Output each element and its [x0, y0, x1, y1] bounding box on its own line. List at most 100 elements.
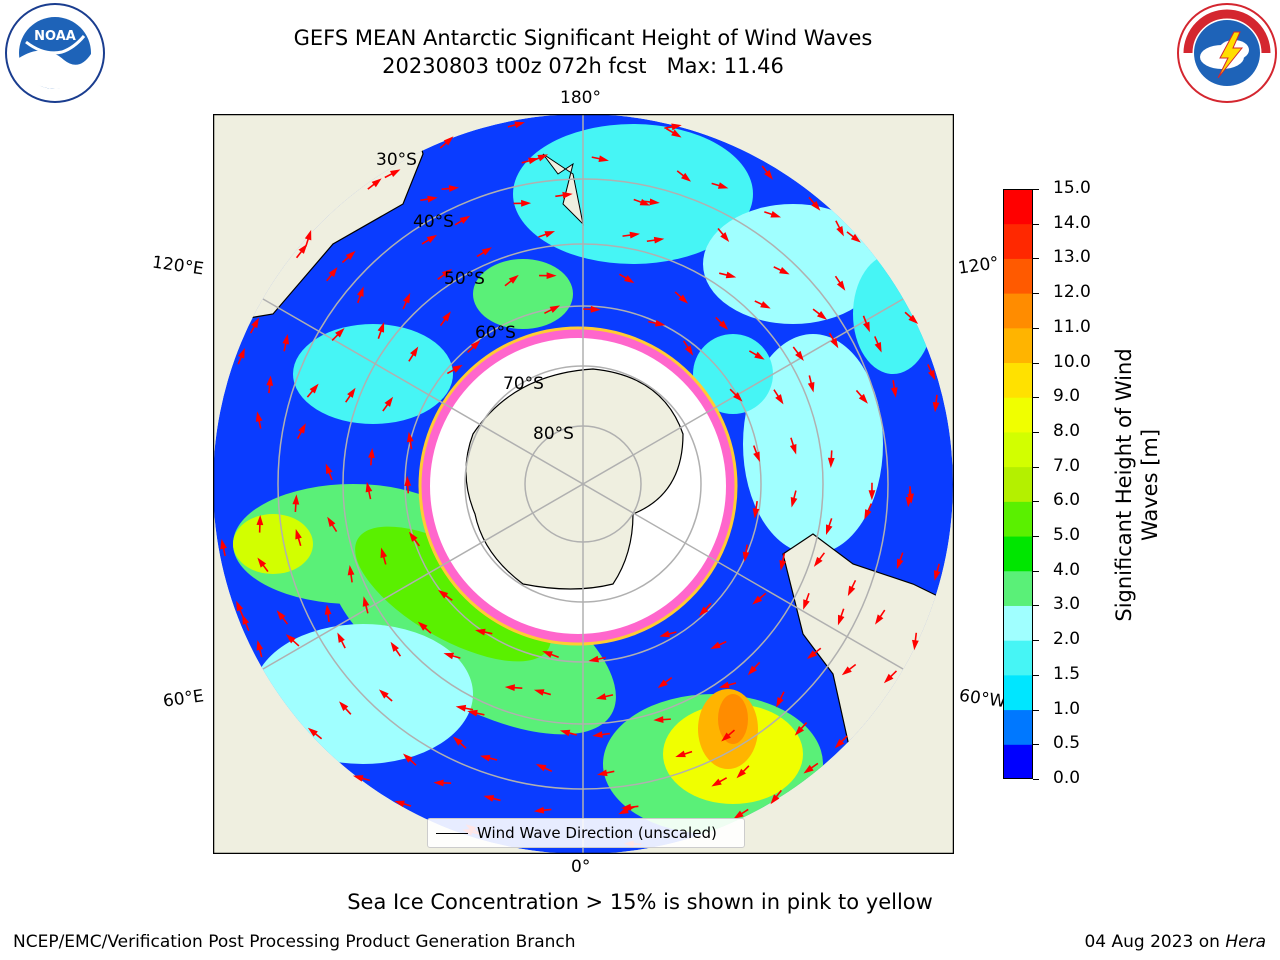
footer-date: 04 Aug 2023 on Hera — [1084, 932, 1266, 952]
colorbar-tick-mark — [1033, 466, 1039, 468]
wind-wave-arrowhead — [433, 779, 444, 787]
wind-wave-arrowhead — [720, 232, 730, 242]
lon-label-lower-left: 60°E — [161, 686, 206, 712]
colorbar-segment — [1003, 258, 1033, 294]
wind-wave-arrowhead — [825, 524, 833, 535]
map-border — [212, 113, 955, 855]
wind-wave-arrowhead — [653, 236, 665, 244]
colorbar-tick-mark — [1033, 570, 1039, 572]
wind-wave-arrowhead — [883, 673, 894, 684]
wind-wave-arrowhead — [365, 481, 373, 493]
wind-wave-arrowhead — [678, 294, 689, 304]
wind-wave-arrowhead — [559, 729, 571, 737]
noaa-logo-text: NOAA — [34, 29, 76, 44]
wind-wave-arrowhead — [335, 328, 345, 338]
colorbar-tick-label: 0.5 — [1053, 733, 1081, 754]
wind-wave-arrowhead — [790, 497, 798, 508]
wind-wave-arrowhead — [770, 210, 782, 218]
colorbar-tick-mark — [1033, 674, 1039, 676]
chart-title: GEFS MEAN Antarctic Significant Height o… — [293, 26, 873, 50]
wind-wave-arrowhead — [347, 565, 355, 576]
wind-wave-arrowhead — [684, 345, 694, 356]
lat-label-80: 80°S — [533, 424, 574, 444]
wind-wave-arrowhead — [710, 641, 721, 649]
wind-wave-arrowhead — [256, 515, 264, 526]
wind-wave-arrowhead — [927, 369, 936, 381]
wind-wave-arrowhead — [325, 463, 333, 475]
wind-wave-arrowhead — [841, 666, 852, 676]
wind-wave-arrowhead — [629, 231, 640, 239]
wind-wave-arrowhead — [764, 169, 773, 180]
wind-wave-arrowhead — [426, 234, 438, 243]
wind-wave-arrowhead — [806, 650, 817, 660]
colorbar-segment — [1003, 223, 1033, 259]
wind-wave-arrowhead — [298, 423, 306, 434]
wind-wave-arrowhead — [775, 394, 784, 405]
wind-wave-arrowhead — [521, 199, 532, 207]
wind-wave-arrowhead — [789, 443, 797, 455]
colorbar-tick-label: 13.0 — [1053, 247, 1091, 268]
colorbar-title: Significant Height of Wind Waves [m] — [1105, 300, 1165, 670]
wind-wave-arrowhead — [533, 806, 545, 814]
wind-wave-arrowhead — [754, 351, 765, 360]
wind-wave-arrowhead — [875, 614, 884, 625]
colorbar-segment — [1003, 431, 1033, 468]
lon-label-top: 180° — [560, 88, 601, 108]
colorbar-tick-mark — [1033, 223, 1039, 225]
wind-wave-arrowhead — [836, 225, 844, 237]
wind-wave-arrowhead — [237, 348, 245, 359]
colorbar-segment — [1003, 709, 1033, 745]
colorbar-tick-label: 4.0 — [1053, 559, 1081, 580]
colorbar-tick-label: 11.0 — [1053, 316, 1091, 337]
wind-wave-arrowhead — [309, 383, 319, 394]
wind-wave-arrowhead — [659, 630, 670, 638]
colorbar-tick-mark — [1033, 709, 1039, 711]
map-legend: Wind Wave Direction (unscaled) — [427, 818, 745, 848]
colorbar-tick-label: 14.0 — [1053, 212, 1091, 233]
colorbar-title-line1: Significant Height of Wind — [1112, 348, 1136, 621]
wind-wave-arrowhead — [837, 614, 845, 626]
colorbar-tick-label: 10.0 — [1053, 351, 1091, 372]
wind-wave-arrowhead — [427, 195, 438, 203]
lat-label-60: 60°S — [475, 323, 516, 343]
colorbar-segment — [1003, 674, 1033, 711]
colorbar-tick-mark — [1033, 536, 1039, 538]
wind-wave-arrowhead — [803, 764, 814, 774]
colorbar-segment — [1003, 744, 1033, 780]
lon-label-lower-right: 60°W — [957, 685, 1008, 713]
wind-wave-arrowhead — [255, 411, 263, 422]
wind-wave-arrowhead — [742, 551, 750, 562]
lat-label-70: 70°S — [503, 374, 544, 394]
wind-wave-arrowhead — [794, 725, 805, 736]
nws-logo — [1176, 2, 1278, 104]
wind-wave-arrowhead — [718, 320, 729, 330]
colorbar-tick-mark — [1033, 431, 1039, 433]
colorbar-segment — [1003, 362, 1033, 398]
colorbar-tick-mark — [1033, 258, 1039, 260]
legend-label: Wind Wave Direction (unscaled) — [477, 824, 717, 842]
colorbar-tick-label: 5.0 — [1053, 525, 1081, 546]
wind-wave-arrowhead — [337, 632, 345, 643]
wind-wave-arrowhead — [390, 641, 399, 652]
wind-wave-arrowhead — [721, 732, 731, 742]
colorbar-segment — [1003, 605, 1033, 641]
wind-wave-arrowhead — [816, 311, 827, 320]
wind-wave-arrowhead — [598, 155, 609, 162]
legend-line-icon — [436, 832, 468, 834]
wind-wave-arrowhead — [719, 681, 730, 689]
wind-wave-arrowhead — [242, 614, 250, 625]
wind-wave-arrowhead — [504, 684, 515, 692]
colorbar-tick-label: 15.0 — [1053, 178, 1091, 198]
colorbar-tick-mark — [1033, 605, 1039, 607]
wind-wave-arrowhead — [307, 727, 318, 737]
colorbar-tick-label: 12.0 — [1053, 282, 1091, 303]
lat-label-40: 40°S — [413, 212, 454, 232]
colorbar-border — [1003, 189, 1033, 779]
colorbar-tick-label: 0.0 — [1053, 768, 1081, 788]
lat-label-30: 30°S — [376, 150, 417, 170]
lon-label-bottom: 0° — [571, 857, 591, 877]
wind-wave-arrowhead — [443, 652, 455, 660]
wind-wave-arrowhead — [753, 451, 760, 463]
wind-wave-arrowhead — [266, 375, 274, 386]
wind-wave-arrowhead — [403, 292, 411, 304]
